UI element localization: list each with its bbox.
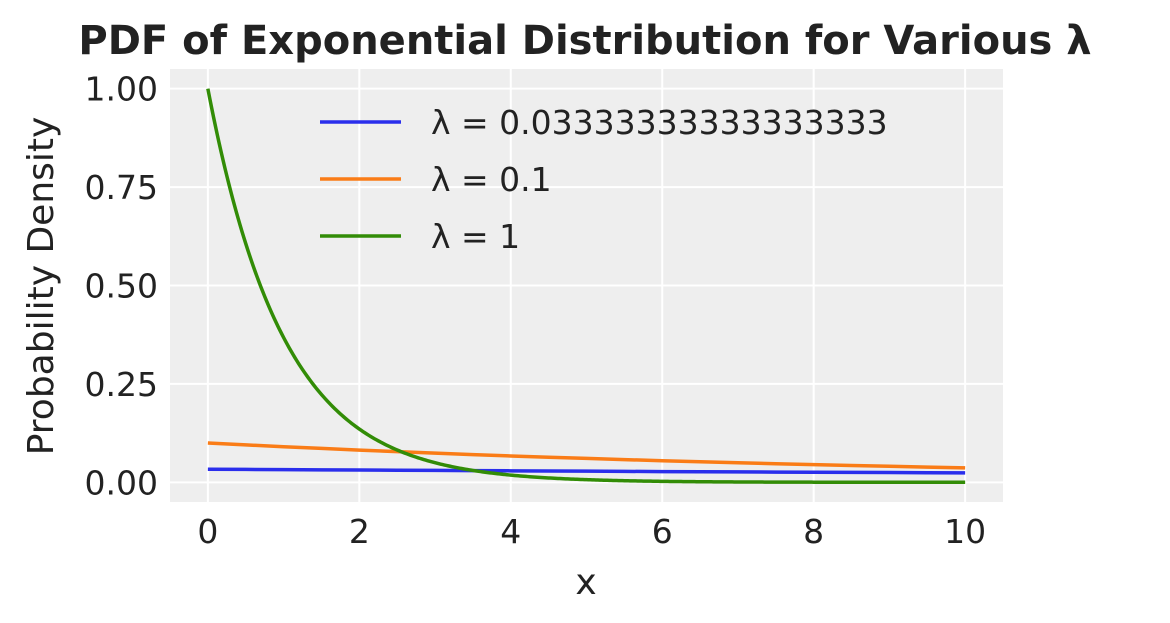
x-tick-labels: 0 2 4 6 8 10 <box>197 512 986 551</box>
legend-label: λ = 0.1 <box>431 160 552 199</box>
y-tick-label: 0.50 <box>85 267 158 306</box>
y-tick-label: 0.25 <box>85 365 158 404</box>
x-tick-label: 2 <box>349 512 370 551</box>
series-line <box>207 467 966 475</box>
x-tick-label: 8 <box>803 512 824 551</box>
x-axis-label: x <box>575 562 596 603</box>
x-tick-label: 4 <box>500 512 521 551</box>
x-tick-label: 6 <box>652 512 673 551</box>
series-line <box>206 88 966 485</box>
y-axis-label: Probability Density <box>21 117 62 456</box>
y-tick-labels: 0.00 0.25 0.50 0.75 1.00 <box>85 70 158 503</box>
x-tick-label: 10 <box>944 512 986 551</box>
legend: λ = 0.03333333333333333 λ = 0.1 λ = 1 <box>320 103 888 256</box>
series-line <box>207 441 966 470</box>
y-tick-label: 1.00 <box>85 70 158 109</box>
chart-title: PDF of Exponential Distribution for Vari… <box>78 18 1091 64</box>
y-tick-label: 0.00 <box>85 463 158 502</box>
series-lines <box>206 88 966 485</box>
legend-label: λ = 1 <box>431 217 520 256</box>
legend-label: λ = 0.03333333333333333 <box>431 103 888 142</box>
y-tick-label: 0.75 <box>85 168 158 207</box>
x-tick-label: 0 <box>197 512 218 551</box>
